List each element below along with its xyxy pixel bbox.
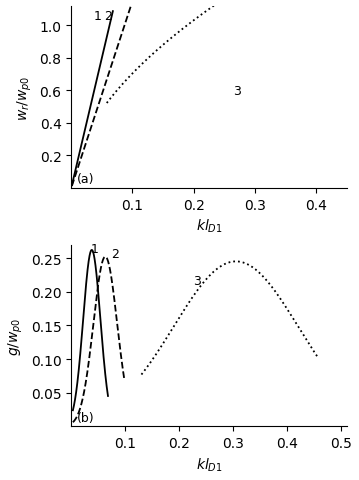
- Text: (a): (a): [77, 173, 94, 186]
- Y-axis label: $w_r/w_{p0}$: $w_r/w_{p0}$: [16, 75, 34, 120]
- Text: 2: 2: [111, 247, 118, 260]
- Text: 1: 1: [91, 242, 99, 255]
- Text: 2: 2: [104, 10, 112, 23]
- Text: (b): (b): [77, 411, 94, 424]
- X-axis label: $kl_{D1}$: $kl_{D1}$: [196, 456, 222, 473]
- Y-axis label: $g/w_{p0}$: $g/w_{p0}$: [7, 316, 25, 355]
- Text: 1: 1: [93, 10, 101, 23]
- Text: 3: 3: [233, 85, 241, 98]
- Text: 3: 3: [193, 274, 201, 287]
- X-axis label: $kl_{D1}$: $kl_{D1}$: [196, 217, 222, 235]
